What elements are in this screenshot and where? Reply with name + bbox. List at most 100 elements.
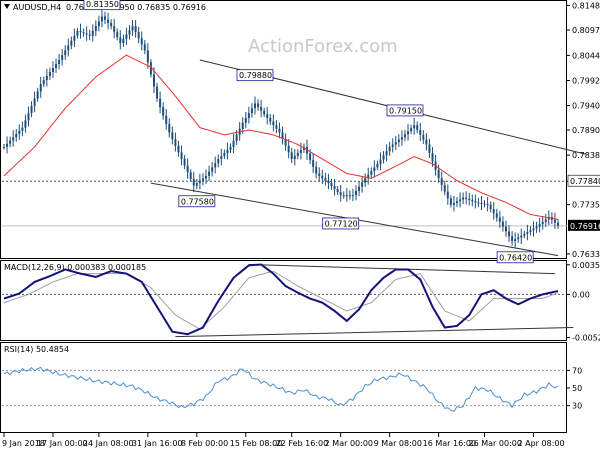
time-tick-label: 15 Feb 08:00: [230, 439, 282, 448]
candle-body: [425, 139, 428, 145]
candle-body: [18, 130, 21, 135]
rsi-axis: 70 50 30: [566, 366, 582, 411]
candle-body: [85, 33, 88, 35]
candle-body: [244, 117, 247, 123]
price-annotation-box: [178, 195, 216, 208]
candle-body: [495, 213, 498, 218]
candle-body: [498, 217, 501, 222]
candle-body: [122, 38, 125, 44]
candle-body: [455, 201, 458, 204]
candle-body: [156, 86, 159, 99]
candle-body: [400, 137, 403, 140]
candle-body: [413, 125, 416, 129]
time-tick-label: 8 Feb 00:00: [181, 439, 228, 448]
candle-body: [217, 158, 220, 164]
candle-body: [21, 127, 24, 131]
candle-body: [134, 26, 137, 33]
price-tick-label: 0.79405: [572, 102, 600, 111]
candle-body: [88, 34, 91, 36]
candle-body: [358, 186, 361, 191]
price-annotation-box: [83, 0, 121, 11]
candle-body: [557, 222, 559, 226]
candle-body: [183, 158, 186, 166]
candle-body: [257, 103, 260, 108]
candle-body: [165, 115, 168, 124]
candle-body: [211, 167, 214, 172]
candle-body: [403, 134, 406, 138]
candle-body: [468, 198, 471, 201]
price-annotation: 0.81350: [86, 0, 119, 9]
candle-body: [465, 197, 468, 199]
price-tick-label: 0.76335: [572, 250, 600, 259]
candle-body: [39, 84, 42, 92]
candle-body: [410, 128, 413, 132]
candle-body: [269, 117, 272, 122]
candle-body: [51, 68, 54, 73]
candle-body: [296, 152, 299, 156]
macd-line: [3, 263, 559, 336]
candle-body: [394, 142, 397, 145]
candle-body: [477, 202, 480, 204]
candle-body: [431, 152, 434, 162]
candle-body: [324, 178, 327, 181]
candle-body: [24, 120, 27, 128]
candle-body: [437, 169, 440, 179]
price-annotation-box: [386, 104, 424, 117]
rsi-chart-layer: [2, 366, 567, 412]
candle-body: [376, 163, 379, 168]
candle-body: [61, 55, 64, 60]
candle-body: [143, 44, 146, 51]
candle-body: [205, 175, 208, 179]
candle-body: [312, 160, 315, 167]
candle-body: [97, 21, 100, 27]
candle-body: [15, 134, 18, 138]
candle-body: [538, 224, 541, 227]
candle-body: [250, 108, 253, 114]
price-pane: [0, 0, 567, 259]
time-tick-label: 2 Apr 08:00: [518, 439, 565, 448]
candle-body: [446, 191, 449, 199]
candle-body: [174, 139, 177, 146]
rsi-label: RSI(14) 50.4854: [4, 345, 69, 354]
candle-body: [140, 38, 143, 45]
candle-body: [462, 197, 465, 200]
candle-body: [333, 186, 336, 190]
candle-body: [125, 34, 128, 39]
time-tick-label: 9 Jan 2018: [2, 439, 45, 448]
price-annotation: 0.76420: [499, 253, 532, 262]
macd-pane: [0, 260, 567, 341]
candle-body: [544, 219, 547, 222]
macd-tick-label: 0.003559: [572, 261, 600, 270]
candle-body: [443, 184, 446, 192]
candle-body: [541, 221, 544, 225]
candle-body: [107, 19, 110, 23]
price-annotation-box: [496, 251, 534, 264]
candle-body: [290, 152, 293, 159]
candle-body: [33, 98, 36, 106]
candle-body: [67, 45, 70, 51]
candle-body: [229, 146, 232, 150]
candle-body: [9, 140, 12, 144]
candle-body: [272, 121, 275, 126]
candle-body: [12, 137, 15, 141]
candle-body: [247, 113, 250, 118]
candle-body: [192, 178, 195, 186]
price-annotation: 0.79150: [389, 106, 422, 115]
candle-body: [440, 178, 443, 185]
watermark: ActionForex.com: [248, 36, 398, 57]
candle-body: [327, 180, 330, 184]
candle-body: [94, 26, 97, 31]
header-symbol: AUDUSD,H4: [13, 3, 61, 12]
candle-body: [220, 155, 223, 159]
candle-body: [342, 195, 345, 197]
candle-body: [6, 143, 9, 147]
price-tick-label: 0.77355: [572, 201, 600, 210]
candle-body: [514, 239, 517, 242]
candle-body: [116, 31, 119, 38]
candle-body: [119, 37, 122, 44]
candle-body: [388, 146, 391, 152]
candle-body: [27, 113, 30, 121]
